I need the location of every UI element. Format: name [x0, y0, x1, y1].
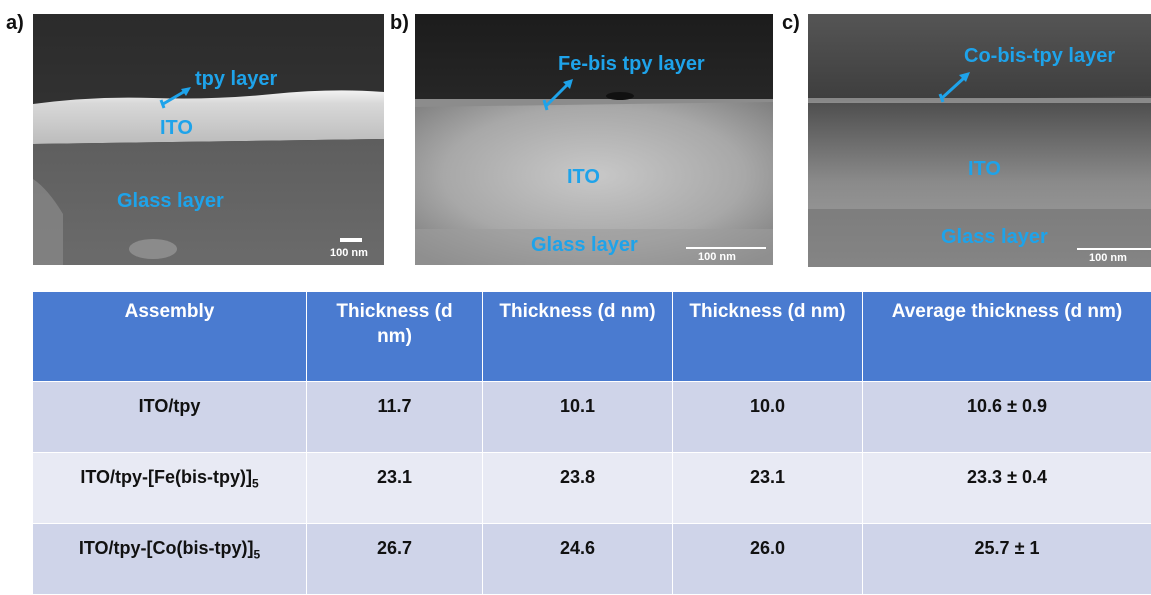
co-bis-tpy-layer-label: Co-bis-tpy layer	[964, 46, 1115, 66]
glass-layer-label: Glass layer	[117, 191, 224, 211]
cell-thickness-3: 23.1	[673, 453, 863, 524]
cell-average: 25.7 ± 1	[863, 524, 1151, 595]
panel-a-letter: a)	[6, 12, 24, 35]
fe-bis-tpy-layer-label: Fe-bis tpy layer	[558, 54, 705, 74]
sem-image-c: Co-bis-tpy layer ITO Glass layer 100 nm	[808, 14, 1151, 267]
scale-bar	[1077, 248, 1151, 250]
cell-assembly: ITO/tpy	[33, 382, 307, 453]
cell-thickness-2: 10.1	[483, 382, 673, 453]
header-thickness-1: Thickness (d nm)	[307, 292, 483, 382]
scale-bar	[340, 238, 362, 242]
cell-average: 10.6 ± 0.9	[863, 382, 1151, 453]
ito-label: ITO	[160, 118, 193, 138]
table-header-row: Assembly Thickness (d nm) Thickness (d n…	[33, 292, 1151, 382]
table-row: ITO/tpy-[Co(bis-tpy)]5 26.7 24.6 26.0 25…	[33, 524, 1151, 595]
ito-label: ITO	[567, 167, 600, 187]
cell-thickness-2: 23.8	[483, 453, 673, 524]
cell-thickness-1: 23.1	[307, 453, 483, 524]
cell-average: 23.3 ± 0.4	[863, 453, 1151, 524]
table-row: ITO/tpy 11.7 10.1 10.0 10.6 ± 0.9	[33, 382, 1151, 453]
panel-c-letter: c)	[782, 12, 800, 35]
tpy-layer-label: tpy layer	[195, 69, 277, 89]
cell-thickness-1: 11.7	[307, 382, 483, 453]
ito-label: ITO	[968, 159, 1001, 179]
thickness-table: Assembly Thickness (d nm) Thickness (d n…	[32, 291, 1151, 595]
sem-image-a: tpy layer ITO Glass layer 100 nm	[33, 14, 384, 265]
header-thickness-2: Thickness (d nm)	[483, 292, 673, 382]
header-assembly: Assembly	[33, 292, 307, 382]
scale-bar	[686, 247, 766, 249]
cell-thickness-3: 10.0	[673, 382, 863, 453]
arrow-icon	[936, 66, 976, 106]
sem-image-b: Fe-bis tpy layer ITO Glass layer 100 nm	[415, 14, 773, 265]
cell-assembly: ITO/tpy-[Co(bis-tpy)]5	[33, 524, 307, 595]
scale-label: 100 nm	[698, 252, 736, 263]
header-thickness-3: Thickness (d nm)	[673, 292, 863, 382]
cell-assembly: ITO/tpy-[Fe(bis-tpy)]5	[33, 453, 307, 524]
arrow-icon	[159, 82, 199, 112]
panel-b-letter: b)	[390, 12, 409, 35]
table-row: ITO/tpy-[Fe(bis-tpy)]5 23.1 23.8 23.1 23…	[33, 453, 1151, 524]
scale-label: 100 nm	[330, 248, 368, 259]
cell-thickness-1: 26.7	[307, 524, 483, 595]
glass-layer-label: Glass layer	[941, 227, 1048, 247]
glass-layer-label: Glass layer	[531, 235, 638, 255]
header-average-thickness: Average thickness (d nm)	[863, 292, 1151, 382]
scale-label: 100 nm	[1089, 253, 1127, 264]
arrow-icon	[540, 74, 580, 114]
cell-thickness-2: 24.6	[483, 524, 673, 595]
cell-thickness-3: 26.0	[673, 524, 863, 595]
